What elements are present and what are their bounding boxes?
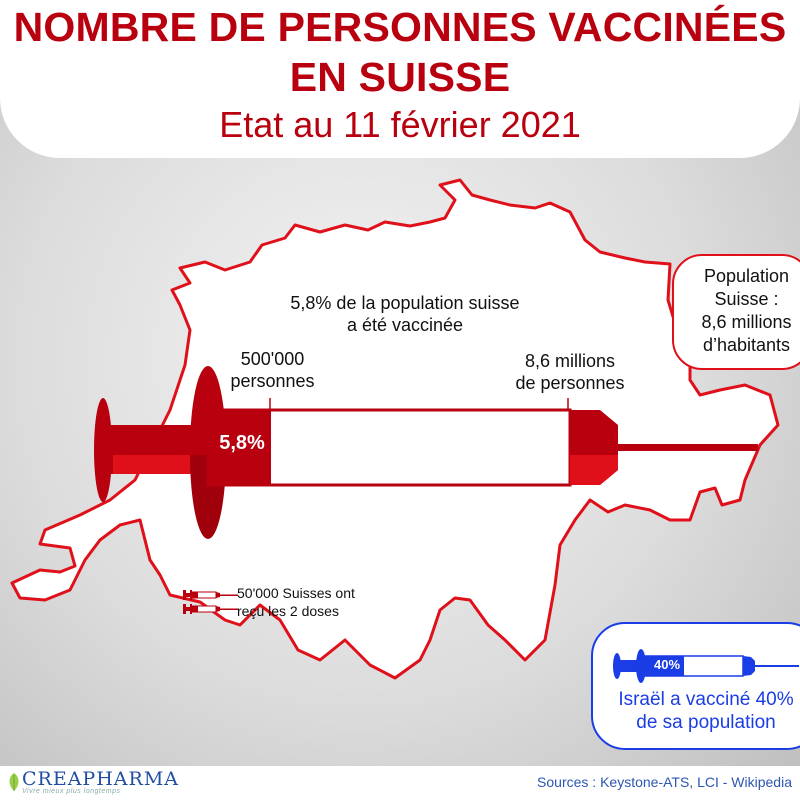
left-count-line-2: personnes: [230, 371, 315, 391]
israel-line-1: Israël a vacciné 40%: [618, 689, 794, 710]
title-line-2: EN SUISSE: [289, 54, 511, 100]
right-total-line-2: de personnes: [515, 373, 625, 393]
page-title: NOMBRE DE PERSONNES VACCINÉES EN SUISSE: [0, 2, 800, 102]
population-callout: Population Suisse : 8,6 millions d’habit…: [672, 254, 800, 370]
left-count-line-1: 500'000: [240, 349, 305, 369]
small-syringe-icon: [183, 590, 238, 614]
population-line-3: 8,6 millions: [701, 312, 792, 332]
right-total-line-1: 8,6 millions: [524, 351, 616, 371]
creapharma-logo-icon[interactable]: CREAPHARMA Vivre mieux plus longtemps: [6, 768, 179, 798]
syringe-percent-label: 5,8%: [219, 432, 265, 454]
population-line-1: Population: [703, 266, 790, 286]
headline-line-2: a été vaccinée: [346, 315, 464, 335]
right-total-label: 8,6 millions de personnes: [500, 350, 640, 394]
page-subtitle: Etat au 11 février 2021: [219, 104, 581, 145]
left-count-label: 500'000 personnes: [205, 348, 340, 392]
header-panel: NOMBRE DE PERSONNES VACCINÉES EN SUISSE …: [0, 0, 800, 158]
vaccination-headline: 5,8% de la population suisse a été vacci…: [255, 292, 555, 336]
logo-tagline: Vivre mieux plus longtemps: [22, 788, 121, 795]
two-doses-note: 50'000 Suisses ont reçu les 2 doses: [237, 584, 377, 620]
israel-callout: 40% Israël a vacciné 40% de sa populatio…: [591, 622, 800, 750]
logo-wordmark: CREAPHARMA: [22, 768, 179, 790]
population-line-4: d’habitants: [702, 335, 791, 355]
title-line-1: NOMBRE DE PERSONNES VACCINÉES: [13, 4, 787, 50]
two-doses-line-1: 50'000 Suisses ont: [237, 585, 355, 601]
population-line-2: Suisse :: [714, 289, 779, 309]
sources-text: Sources : Keystone-ATS, LCI - Wikipedia: [537, 774, 792, 790]
two-doses-line-2: reçu les 2 doses: [237, 603, 339, 619]
leaf-icon: [9, 773, 19, 791]
israel-text: Israël a vacciné 40% de sa population: [611, 688, 800, 734]
footer: CREAPHARMA Vivre mieux plus longtemps So…: [0, 766, 800, 800]
blue-syringe-icon: [613, 649, 799, 683]
headline-line-1: 5,8% de la population suisse: [290, 293, 520, 313]
israel-line-2: de sa population: [636, 712, 776, 733]
israel-percent-label: 40%: [653, 657, 681, 672]
